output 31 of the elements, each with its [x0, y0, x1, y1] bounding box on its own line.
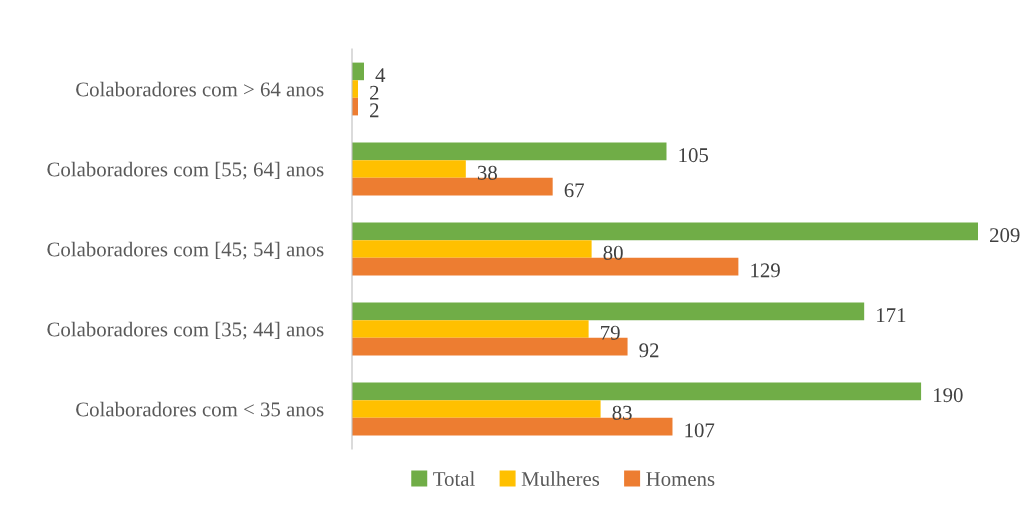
data-label: 190 [934, 388, 963, 403]
data-label: 83 [612, 405, 632, 420]
data-label: 4 [375, 68, 386, 82]
data-label: 67 [564, 183, 585, 198]
legend-label: Mulheres [521, 471, 600, 487]
data-label: 80 [603, 245, 623, 260]
bar [352, 222, 978, 241]
data-label: 2 [370, 103, 379, 118]
data-label: 2 [370, 85, 379, 100]
bar [352, 160, 466, 178]
y-tick-label: Colaboradores com > 64 anos [76, 81, 324, 97]
bar [352, 302, 865, 321]
y-tick-label: Colaboradores com [45; 54] anos [47, 241, 324, 260]
data-label: 209 [990, 228, 1020, 243]
legend-label: Total [433, 471, 475, 487]
legend-label: Homens [646, 472, 715, 487]
data-label: 107 [685, 423, 715, 438]
bar [352, 240, 592, 258]
bar [352, 142, 667, 161]
data-label: 38 [477, 165, 497, 180]
data-label: 79 [601, 325, 620, 340]
data-label: 129 [751, 263, 780, 278]
data-label: 171 [877, 308, 906, 322]
y-tick-label: Colaboradores com [55; 64] anos [47, 161, 324, 180]
data-label: 92 [639, 343, 659, 358]
bar [352, 382, 922, 401]
y-tick-label: Colaboradores com < 35 anos [76, 401, 324, 417]
bar [352, 400, 601, 418]
bar [352, 320, 589, 338]
data-label: 105 [679, 148, 709, 163]
y-tick-label: Colaboradores com [35; 44] anos [47, 321, 324, 340]
